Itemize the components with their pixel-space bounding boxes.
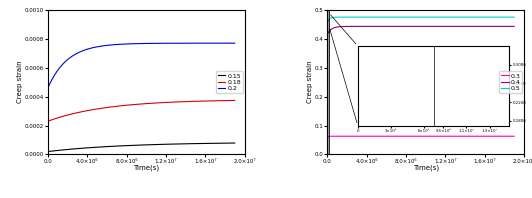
0.18 xyxy=(117,105,123,107)
0.4 xyxy=(508,25,514,28)
0.3 xyxy=(404,135,410,137)
0.18 xyxy=(231,99,238,102)
Y-axis label: Creep strain: Creep strain xyxy=(307,61,313,104)
0.4 xyxy=(356,25,363,28)
Line: 0.15: 0.15 xyxy=(48,143,235,151)
0.18 xyxy=(77,111,84,113)
0.3 xyxy=(324,136,330,139)
0.15 xyxy=(117,145,123,147)
0.4 xyxy=(511,25,518,28)
0.2 xyxy=(77,50,84,53)
0.4 xyxy=(324,33,330,36)
X-axis label: Time(s): Time(s) xyxy=(133,165,159,171)
0.5 xyxy=(396,16,402,18)
0.2 xyxy=(228,42,234,44)
Line: 0.2: 0.2 xyxy=(48,43,235,88)
Y-axis label: Creep strain: Creep strain xyxy=(17,61,23,104)
0.18 xyxy=(228,99,234,102)
0.2 xyxy=(231,42,238,44)
Legend: 0.15, 0.18, 0.2: 0.15, 0.18, 0.2 xyxy=(216,71,243,93)
0.15 xyxy=(228,142,234,144)
0.18 xyxy=(45,120,51,122)
0.18 xyxy=(208,100,214,102)
0.15 xyxy=(124,144,131,147)
X-axis label: Time(s): Time(s) xyxy=(413,165,439,171)
0.3 xyxy=(358,135,364,137)
0.4 xyxy=(460,25,467,28)
0.4 xyxy=(404,25,410,28)
Legend: 0.3, 0.4, 0.5: 0.3, 0.4, 0.5 xyxy=(499,71,522,93)
0.2 xyxy=(45,87,51,89)
0.5 xyxy=(345,16,352,18)
0.3 xyxy=(487,135,494,137)
0.2 xyxy=(124,43,131,45)
0.3 xyxy=(356,135,363,137)
0.18 xyxy=(124,104,131,106)
0.15 xyxy=(231,142,238,144)
0.2 xyxy=(66,57,72,59)
0.3 xyxy=(396,135,402,137)
0.15 xyxy=(66,148,72,150)
Line: 0.3: 0.3 xyxy=(327,136,514,138)
0.3 xyxy=(511,135,518,137)
0.15 xyxy=(77,147,84,149)
0.3 xyxy=(508,135,514,137)
Line: 0.5: 0.5 xyxy=(327,17,514,23)
0.4 xyxy=(345,25,352,28)
Line: 0.4: 0.4 xyxy=(327,26,514,34)
0.2 xyxy=(208,42,214,44)
0.4 xyxy=(396,25,402,28)
0.4 xyxy=(487,25,494,28)
0.5 xyxy=(508,16,514,18)
0.5 xyxy=(511,16,518,18)
0.15 xyxy=(208,142,214,145)
0.5 xyxy=(356,16,363,18)
0.5 xyxy=(324,22,330,24)
0.5 xyxy=(487,16,494,18)
0.2 xyxy=(117,43,123,46)
0.15 xyxy=(45,150,51,153)
Line: 0.18: 0.18 xyxy=(48,100,235,121)
0.5 xyxy=(392,16,398,18)
0.3 xyxy=(345,135,352,137)
0.18 xyxy=(66,113,72,116)
0.5 xyxy=(404,16,410,18)
